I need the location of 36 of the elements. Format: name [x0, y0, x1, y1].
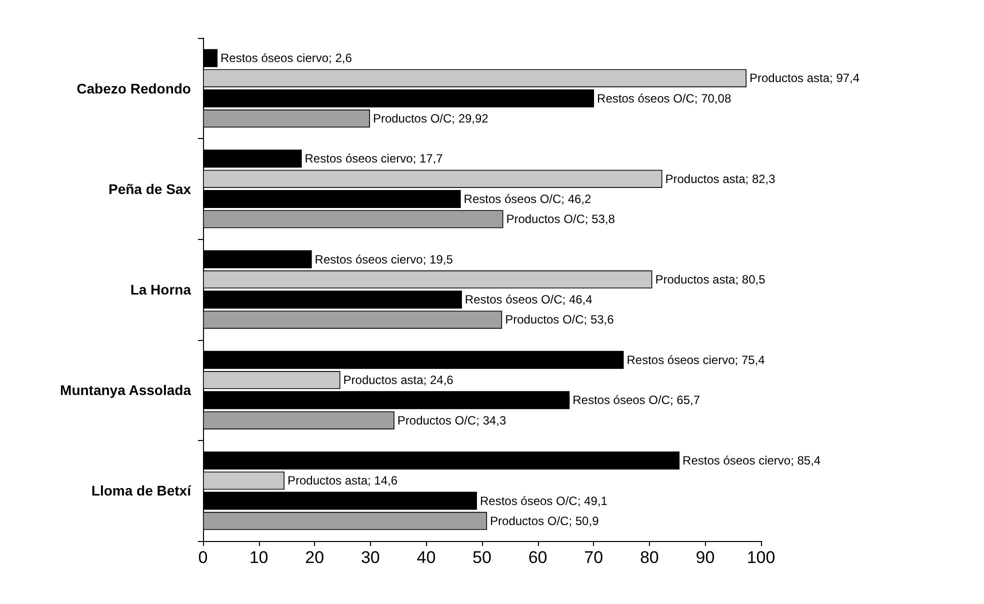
x-tick-label: 60 — [528, 548, 548, 567]
x-tick-label: 90 — [696, 548, 715, 567]
data-label: Productos asta; 14,6 — [287, 474, 398, 488]
data-label: Productos asta; 80,5 — [655, 272, 766, 286]
x-tick-label: 40 — [416, 548, 436, 567]
y-tick-label: Lloma de Betxí — [91, 482, 192, 499]
x-tick-label: 80 — [640, 548, 659, 567]
data-label: Restos óseos ciervo; 85,4 — [682, 453, 821, 468]
y-tick-label: Peña de Sax — [108, 180, 192, 197]
data-label: Restos óseos O/C; 46,2 — [464, 192, 592, 206]
data-label: Restos óseos ciervo; 2,6 — [220, 51, 352, 66]
y-tick-label: Muntanya Assolada — [60, 382, 192, 398]
data-label: Productos O/C; 53,6 — [505, 312, 614, 327]
data-label: Productos asta; 97,4 — [749, 71, 860, 86]
data-label: Restos óseos O/C; 70,08 — [597, 91, 732, 106]
x-tick-label: 100 — [746, 548, 776, 567]
data-label: Productos O/C; 53,8 — [506, 212, 616, 226]
x-tick-label: 20 — [305, 548, 324, 567]
data-label: Restos óseos O/C; 46,4 — [464, 292, 593, 307]
data-label: Productos asta; 24,6 — [343, 373, 454, 388]
x-tick-label: 50 — [472, 548, 492, 567]
data-label: Restos óseos O/C; 49,1 — [480, 494, 608, 508]
x-tick-label: 30 — [360, 548, 380, 567]
data-label: Productos O/C; 50,9 — [490, 514, 600, 528]
data-label: Productos O/C; 29,92 — [372, 112, 489, 126]
data-label: Restos óseos ciervo; 19,5 — [314, 252, 454, 266]
x-tick-label: 70 — [584, 548, 604, 567]
data-label: Productos asta; 82,3 — [665, 172, 776, 186]
y-tick-label: Cabezo Redondo — [76, 80, 191, 96]
x-tick-label: 0 — [198, 548, 208, 567]
data-label: Restos óseos O/C; 65,7 — [572, 393, 700, 408]
y-tick-label: La Horna — [130, 282, 192, 298]
data-label: Restos óseos ciervo; 17,7 — [304, 152, 444, 166]
data-label: Productos O/C; 34,3 — [397, 413, 506, 428]
data-label: Restos óseos ciervo; 75,4 — [626, 352, 766, 367]
x-tick-label: 10 — [249, 548, 268, 567]
